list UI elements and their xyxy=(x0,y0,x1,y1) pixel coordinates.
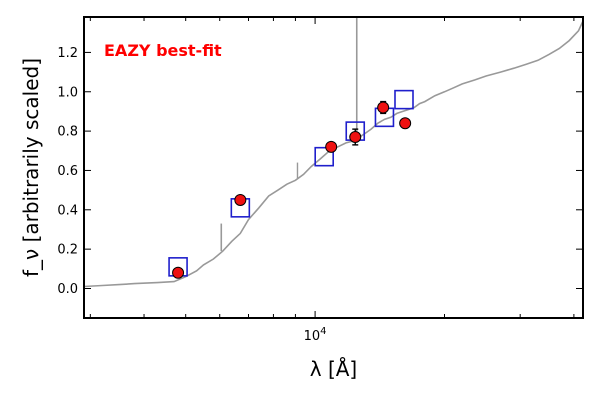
y-tick-label: 1.0 xyxy=(57,85,78,100)
plot-area xyxy=(84,17,583,288)
y-tick-label: 1.2 xyxy=(57,46,78,61)
observed-flux-point xyxy=(172,266,185,279)
axis-ticks: 0.0 0.2 0.4 0.6 0.8 1.0 1.2 104 xyxy=(57,17,583,344)
observed-flux-point xyxy=(377,101,390,114)
y-tick-label: 0.0 xyxy=(57,282,78,297)
y-tick-label: 0.6 xyxy=(57,164,78,179)
y-tick-label: 0.8 xyxy=(57,125,78,140)
observed-flux-point xyxy=(325,140,338,153)
x-axis-label: λ [Å] xyxy=(310,357,357,381)
observed-flux-point xyxy=(349,131,362,144)
model-flux-marker xyxy=(314,146,335,167)
observed-flux-point xyxy=(234,193,247,206)
x-tick-label: 104 xyxy=(304,326,327,344)
y-axis-label: f_ν [arbitrarily scaled] xyxy=(19,58,43,277)
y-tick-label: 0.4 xyxy=(57,203,78,218)
observed-flux-point xyxy=(399,117,412,130)
plot-frame xyxy=(83,16,584,319)
model-flux-marker xyxy=(394,89,414,110)
y-tick-label: 0.2 xyxy=(57,243,78,258)
annotation-text: EAZY best-fit xyxy=(104,41,222,60)
